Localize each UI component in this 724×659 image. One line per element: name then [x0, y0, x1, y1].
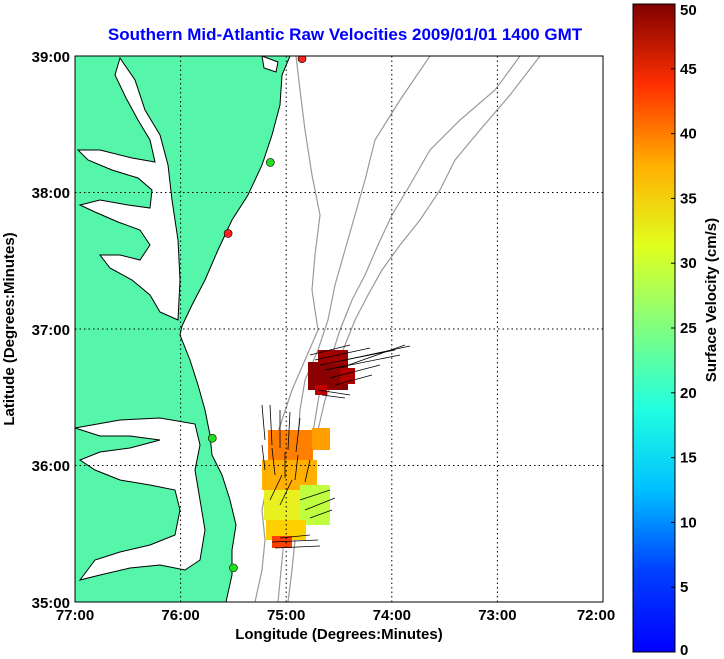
- y-tick-label: 35:00: [32, 595, 70, 612]
- y-tick-label: 37:00: [32, 322, 70, 339]
- velocity-arrows-north: [309, 344, 411, 399]
- y-tick-label: 38:00: [32, 185, 70, 202]
- chesapeake-bay: [76, 56, 181, 321]
- y-axis-ticks: 39:00 38:00 37:00 36:00 35:00: [32, 49, 70, 612]
- colorbar-tick-label: 20: [680, 385, 697, 402]
- colorbar-tick-label: 10: [680, 514, 697, 531]
- colorbar: [632, 3, 676, 653]
- x-tick-label: 73:00: [478, 607, 516, 624]
- bathymetry-contour-shelf: [309, 56, 541, 461]
- plot-frame: [74, 55, 604, 603]
- bathymetry-contour-inner: [254, 56, 321, 602]
- delaware-bay: [261, 56, 279, 73]
- x-axis-ticks: 77:00 76:00 75:00 74:00 73:00 72:00: [56, 607, 615, 624]
- colorbar-tick-label: 45: [680, 61, 697, 78]
- y-axis-label: Latitude (Degrees:Minutes): [1, 232, 18, 425]
- radar-station-marker: [229, 563, 238, 573]
- x-tick-label: 75:00: [267, 607, 305, 624]
- radar-station-marker: [297, 56, 307, 64]
- map-title: Southern Mid-Atlantic Raw Velocities 200…: [108, 25, 583, 44]
- x-axis-label: Longitude (Degrees:Minutes): [235, 626, 443, 643]
- colorbar-tick-label: 30: [680, 255, 697, 272]
- x-tick-label: 76:00: [161, 607, 199, 624]
- grid: [75, 56, 603, 602]
- colorbar-tick-label: 5: [680, 579, 688, 596]
- x-tick-label: 72:00: [577, 607, 615, 624]
- colorbar-tick-label: 0: [680, 642, 688, 659]
- radar-stations: [207, 56, 307, 573]
- y-tick-label: 39:00: [32, 49, 70, 66]
- colorbar-tick-label: 40: [680, 126, 697, 143]
- colorbar-tick-label: 50: [680, 2, 697, 19]
- colorbar-tick-label: 35: [680, 190, 697, 207]
- colorbar-tick-label: 25: [680, 320, 697, 337]
- albemarle-sound: [75, 417, 206, 581]
- radar-station-marker: [266, 158, 275, 167]
- x-tick-label: 77:00: [56, 607, 94, 624]
- y-tick-label: 36:00: [32, 458, 70, 475]
- colorbar-label: Surface Velocity (cm/s): [703, 218, 720, 382]
- radar-station-marker: [207, 433, 217, 443]
- x-tick-label: 74:00: [373, 607, 411, 624]
- radar-station-marker: [223, 229, 233, 238]
- colorbar-tick-label: 15: [680, 450, 697, 467]
